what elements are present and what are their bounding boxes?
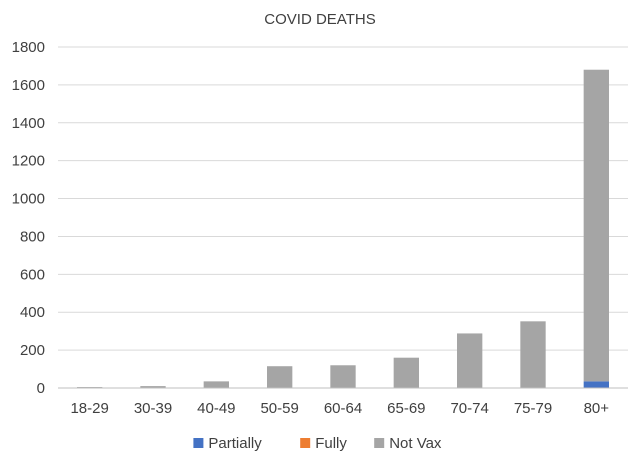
- bar-not-vax: [203, 381, 229, 388]
- y-tick-label: 1400: [12, 115, 45, 132]
- x-axis-categories: 18-29 30-39 40-49 50-59 60-64 65-69 70-74 75-79…: [70, 400, 609, 417]
- bar-not-vax: [520, 321, 546, 388]
- legend-label-fully: Fully: [315, 435, 347, 452]
- legend: Partially Fully Not Vax: [193, 435, 442, 452]
- x-category-label: 65-69: [387, 400, 425, 417]
- legend-swatch-not-vax: [374, 438, 385, 448]
- y-tick-label: 600: [20, 266, 45, 283]
- legend-swatch-fully: [300, 438, 311, 448]
- bar-not-vax: [330, 365, 356, 388]
- y-tick-label: 1600: [12, 77, 45, 94]
- bar-partially: [583, 381, 609, 388]
- y-axis-ticks: 0 200 400 600 800 1000 1200 1400 1600 1800: [12, 39, 45, 397]
- bar-not-vax: [140, 386, 166, 388]
- y-tick-label: 1200: [12, 153, 45, 170]
- bars: [77, 69, 609, 388]
- x-category-label: 40-49: [197, 400, 235, 417]
- y-tick-label: 1000: [12, 191, 45, 208]
- x-category-label: 18-29: [70, 400, 108, 417]
- bar-not-vax: [583, 69, 609, 382]
- x-category-label: 30-39: [134, 400, 172, 417]
- x-category-label: 60-64: [324, 400, 362, 417]
- bar-not-vax: [393, 357, 419, 388]
- chart-title: COVID DEATHS: [264, 11, 375, 28]
- bar-not-vax: [267, 366, 293, 388]
- bar-not-vax: [457, 333, 483, 388]
- y-tick-label: 0: [37, 380, 45, 397]
- legend-swatch-partially: [193, 438, 204, 448]
- x-category-label: 75-79: [514, 400, 552, 417]
- y-tick-label: 200: [20, 342, 45, 359]
- y-tick-label: 1800: [12, 39, 45, 56]
- y-tick-label: 800: [20, 228, 45, 245]
- y-tick-label: 400: [20, 304, 45, 321]
- legend-label-partially: Partially: [208, 435, 262, 452]
- gridlines: [58, 46, 628, 351]
- x-category-label: 80+: [584, 400, 610, 417]
- x-category-label: 50-59: [260, 400, 298, 417]
- x-category-label: 70-74: [450, 400, 488, 417]
- legend-label-not-vax: Not Vax: [389, 435, 442, 452]
